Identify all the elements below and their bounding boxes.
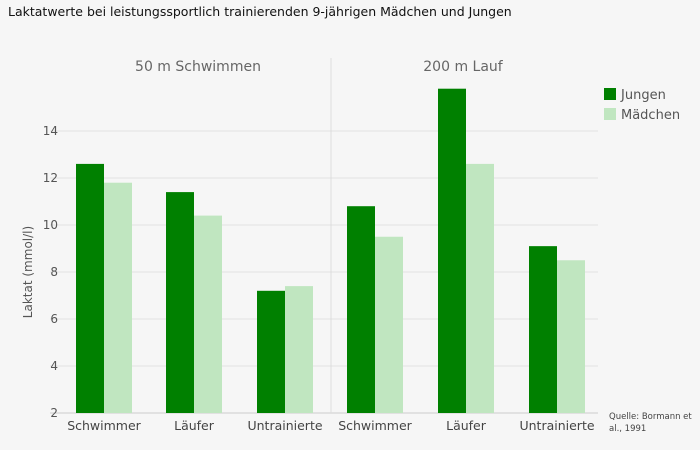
chart-title: Laktatwerte bei leistungssportlich train… <box>8 4 512 19</box>
y-tick-label: 8 <box>50 265 58 279</box>
bar-mädchen <box>557 260 585 413</box>
bar-mädchen <box>466 163 494 413</box>
source-note: Quelle: Bormann et al., 1991 <box>609 412 692 434</box>
x-tick-label: Schwimmer <box>338 418 412 433</box>
bar-jungen <box>529 246 557 413</box>
x-tick-label: Läufer <box>174 418 215 433</box>
bar-mädchen <box>194 215 222 413</box>
y-tick-label: 10 <box>43 218 58 232</box>
panel-title: 50 m Schwimmen <box>135 59 261 75</box>
legend-label: Jungen <box>620 88 666 103</box>
y-tick-label: 6 <box>50 312 58 326</box>
bar-mädchen <box>104 182 132 413</box>
bar-jungen <box>438 88 466 413</box>
bar-jungen <box>166 192 194 413</box>
y-tick-label: 4 <box>50 359 58 373</box>
x-tick-label: Untrainierte <box>247 418 322 433</box>
y-tick-label: 2 <box>50 406 58 420</box>
y-tick-label: 12 <box>43 171 58 185</box>
x-tick-label: Schwimmer <box>67 418 141 433</box>
bar-jungen <box>347 206 375 413</box>
x-tick-label: Untrainierte <box>519 418 594 433</box>
bar-jungen <box>76 163 104 413</box>
bar-jungen <box>257 290 285 413</box>
y-tick-label: 14 <box>43 124 58 138</box>
x-tick-label: Läufer <box>446 418 487 433</box>
y-axis-label: Laktat (mmol/l) <box>21 226 35 318</box>
bar-mädchen <box>285 286 313 413</box>
legend-label: Mädchen <box>621 108 680 123</box>
legend-swatch <box>604 88 616 100</box>
legend-swatch <box>604 108 616 120</box>
panel-title: 200 m Lauf <box>423 59 504 75</box>
bar-mädchen <box>375 236 403 413</box>
